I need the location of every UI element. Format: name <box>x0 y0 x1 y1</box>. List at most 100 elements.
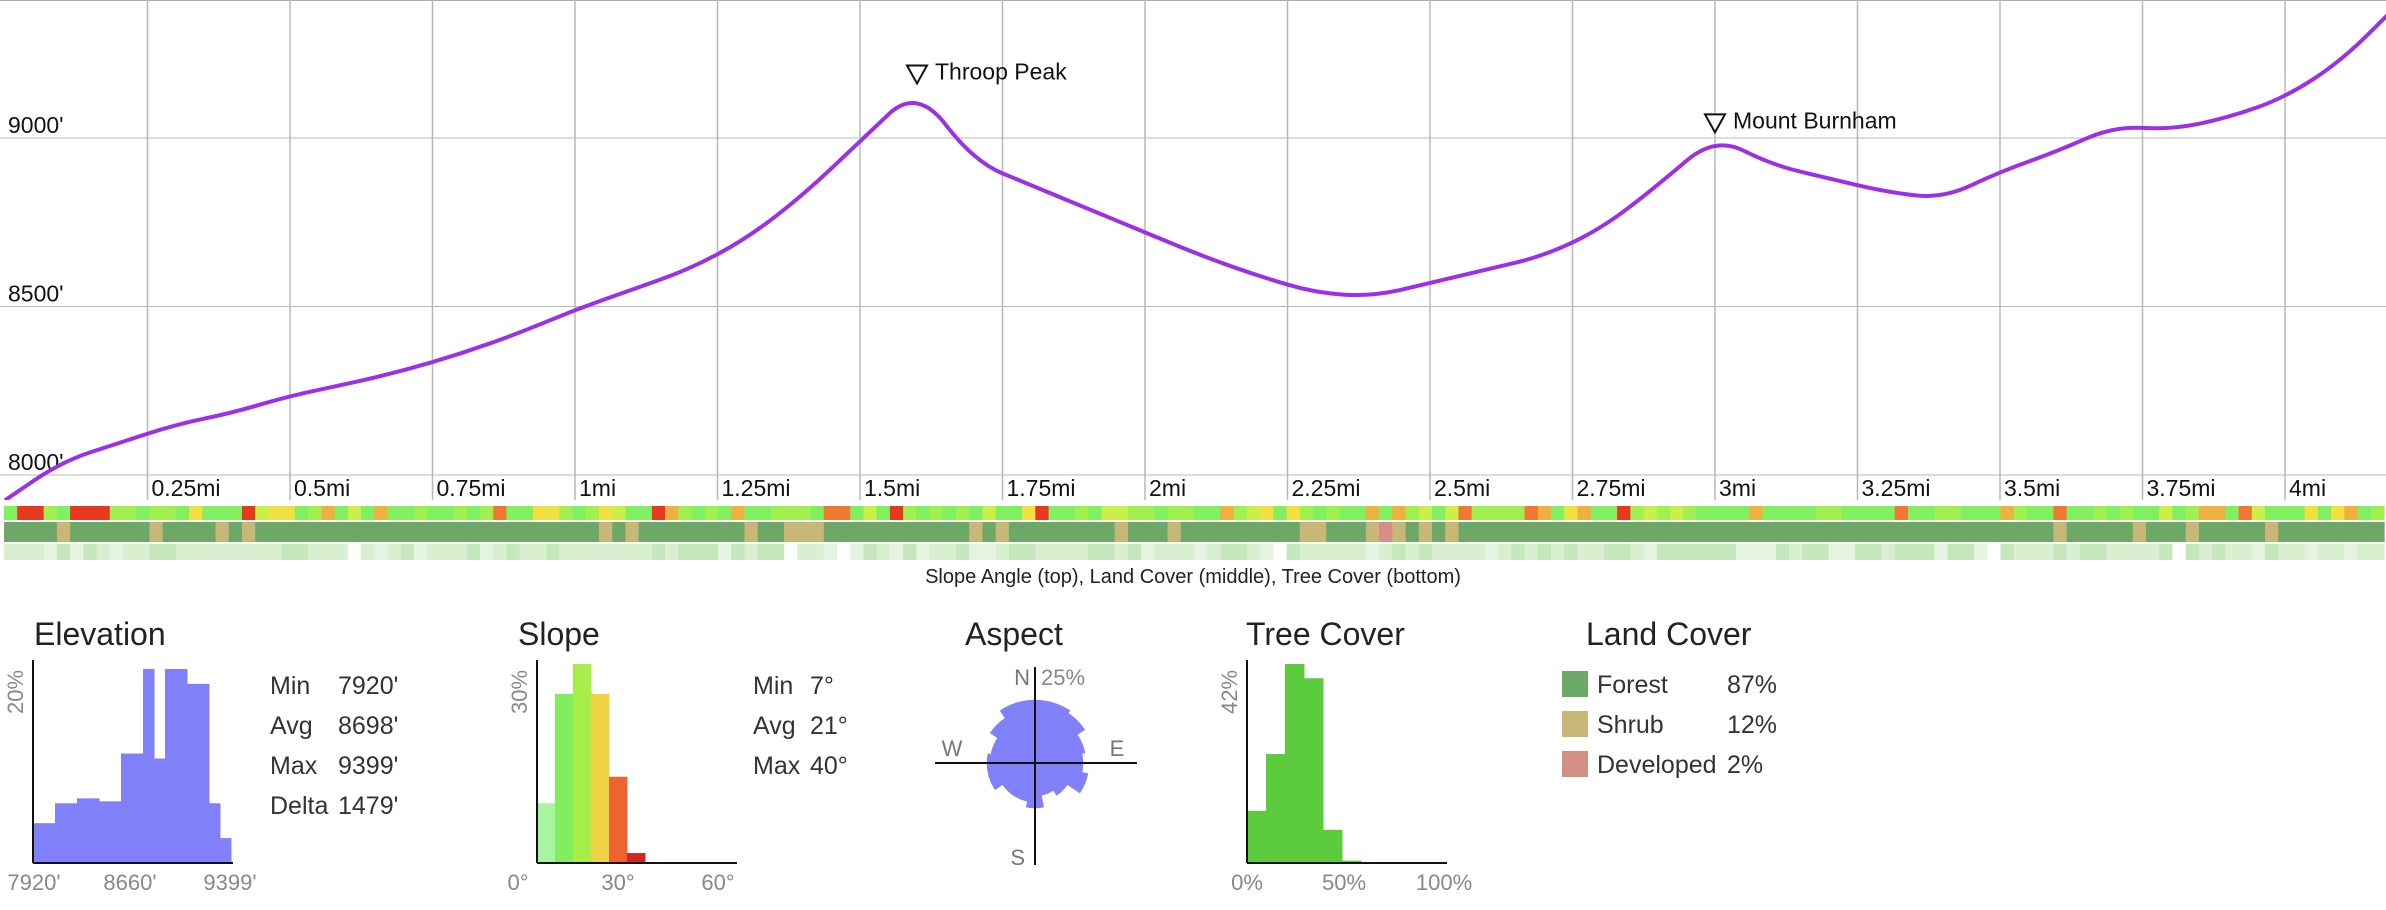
elev-delta-value: 1479' <box>338 792 399 820</box>
tree-cover-band-cell <box>1207 544 1222 560</box>
slope-band-cell <box>532 506 547 520</box>
tree-cover-band-cell <box>2357 544 2372 560</box>
tree-cover-band-cell <box>2198 544 2213 560</box>
land-cover-band-cell <box>519 522 534 542</box>
slope-band-cell <box>1736 506 1750 520</box>
slope-max-label: Max <box>753 752 801 780</box>
tree-cover-band-cell <box>1722 544 1737 560</box>
slope-band-cell <box>2066 506 2081 520</box>
profile-x-tick: 3.25mi <box>1862 475 1931 500</box>
land-cover-band-cell <box>2013 522 2028 542</box>
slope-band-cell <box>1577 506 1592 520</box>
land-cover-band-cell <box>1180 522 1195 542</box>
land-cover-band-cell <box>2053 522 2068 542</box>
tree-cover-band-cell <box>1934 544 1949 560</box>
slope-band-cell <box>2304 506 2319 520</box>
land-cover-title: Land Cover <box>1586 616 1752 652</box>
tree-cover-band-cell <box>1762 544 1777 560</box>
slope-band-cell <box>1656 506 1671 520</box>
land-cover-band-cell <box>956 522 970 542</box>
tree-cover-band-cell <box>691 544 706 560</box>
tree-cover-band-cell <box>347 544 362 560</box>
land-cover-band-cell <box>1035 522 1050 542</box>
slope-band-cell <box>956 506 970 520</box>
land-cover-band-cell <box>1022 522 1036 542</box>
slope-band-cell <box>1630 506 1645 520</box>
tree-cover-band-cell <box>651 544 666 560</box>
slope-band-cell <box>1392 506 1407 520</box>
tree-cover-band-cell <box>2027 544 2041 560</box>
tree-cover-band-cell <box>823 544 838 560</box>
tree-cover-band-cell <box>1458 544 1473 560</box>
land-cover-band-cell <box>308 522 322 542</box>
aspect-wedge <box>999 700 1036 764</box>
land-cover-band-cell <box>599 522 613 542</box>
tree-cover-band-cell <box>1537 544 1552 560</box>
slope-band-cell <box>2265 506 2279 520</box>
slope-band-cell <box>1458 506 1473 520</box>
tree-cover-band-cell <box>546 544 560 560</box>
tree-cover-band-cell <box>175 544 190 560</box>
land-cover-band-cell <box>480 522 494 542</box>
tree-cover-band-cell <box>1802 544 1817 560</box>
land-cover-band-cell <box>1048 522 1063 542</box>
aspect-n-label: N <box>1014 665 1030 690</box>
elev-min-label: Min <box>270 672 311 700</box>
slope-band-cell <box>612 506 627 520</box>
land-cover-band-cell <box>162 522 177 542</box>
tree-cover-band-cell <box>2251 544 2266 560</box>
land-cover-band-cell <box>1286 522 1301 542</box>
land-cover-band-cell <box>837 522 851 542</box>
land-cover-band-cell <box>916 522 931 542</box>
land-cover-band-cell <box>1339 522 1354 542</box>
land-cover-band-cell <box>281 522 296 542</box>
tree-cover-band-cell <box>797 544 812 560</box>
land-cover-band-cell <box>903 522 917 542</box>
land-cover-band-cell <box>718 522 732 542</box>
tree-cover-band-cell <box>1643 544 1658 560</box>
slope-band-cell <box>1365 506 1380 520</box>
slope-band-cell <box>1511 506 1526 520</box>
elev-bar <box>66 803 78 863</box>
tree-cover-band-cell <box>1365 544 1380 560</box>
land-cover-band-cell <box>387 522 402 542</box>
land-cover-band-cell <box>929 522 944 542</box>
slope-bar <box>591 693 610 863</box>
tree-cover-band-cell <box>704 544 719 560</box>
land-cover-band-cell <box>1498 522 1512 542</box>
slope-band-cell <box>149 506 164 520</box>
slope-band-cell <box>546 506 560 520</box>
slope-band-cell <box>995 506 1010 520</box>
tree-cover-band-cell <box>30 544 45 560</box>
land-cover-band-cell <box>202 522 217 542</box>
land-cover-band-cell <box>1828 522 1843 542</box>
land-cover-band-cell <box>1921 522 1936 542</box>
land-cover-band-cell <box>1207 522 1222 542</box>
profile-x-tick: 0.25mi <box>152 475 221 500</box>
elev-bar <box>121 753 133 863</box>
profile-x-tick: 1.5mi <box>864 475 920 500</box>
land-cover-band-cell <box>1974 522 1988 542</box>
slope-band-cell <box>2027 506 2041 520</box>
tree-cover-band-cell <box>1008 544 1023 560</box>
tree-cover-band-cell <box>638 544 653 560</box>
slope-band-cell <box>1617 506 1631 520</box>
land-cover-band-cell <box>1141 522 1155 542</box>
tree-cover-band-cell <box>453 544 468 560</box>
tree-cover-band-cell <box>1286 544 1301 560</box>
tree-cover-band-cell <box>1511 544 1526 560</box>
slope-band-cell <box>1471 506 1486 520</box>
elev-max-label: Max <box>270 752 318 780</box>
slope-band-cell <box>1154 506 1169 520</box>
land-cover-band-cell <box>2132 522 2147 542</box>
tree-cover-band-cell <box>427 544 441 560</box>
tree-cover-band-cell <box>400 544 415 560</box>
land-cover-band-cell <box>2370 522 2385 542</box>
tree-cover-histogram: 42% 0% 50% 100% <box>1220 660 1472 895</box>
slope-band-cell <box>1947 506 1962 520</box>
tree-cover-band-cell <box>1114 544 1129 560</box>
profile-x-tick: 1.25mi <box>722 475 791 500</box>
profile-y-ticks: 9000' 8500' 8000' <box>8 112 64 475</box>
slope-band-cell <box>228 506 243 520</box>
land-cover-band-cell <box>1511 522 1526 542</box>
